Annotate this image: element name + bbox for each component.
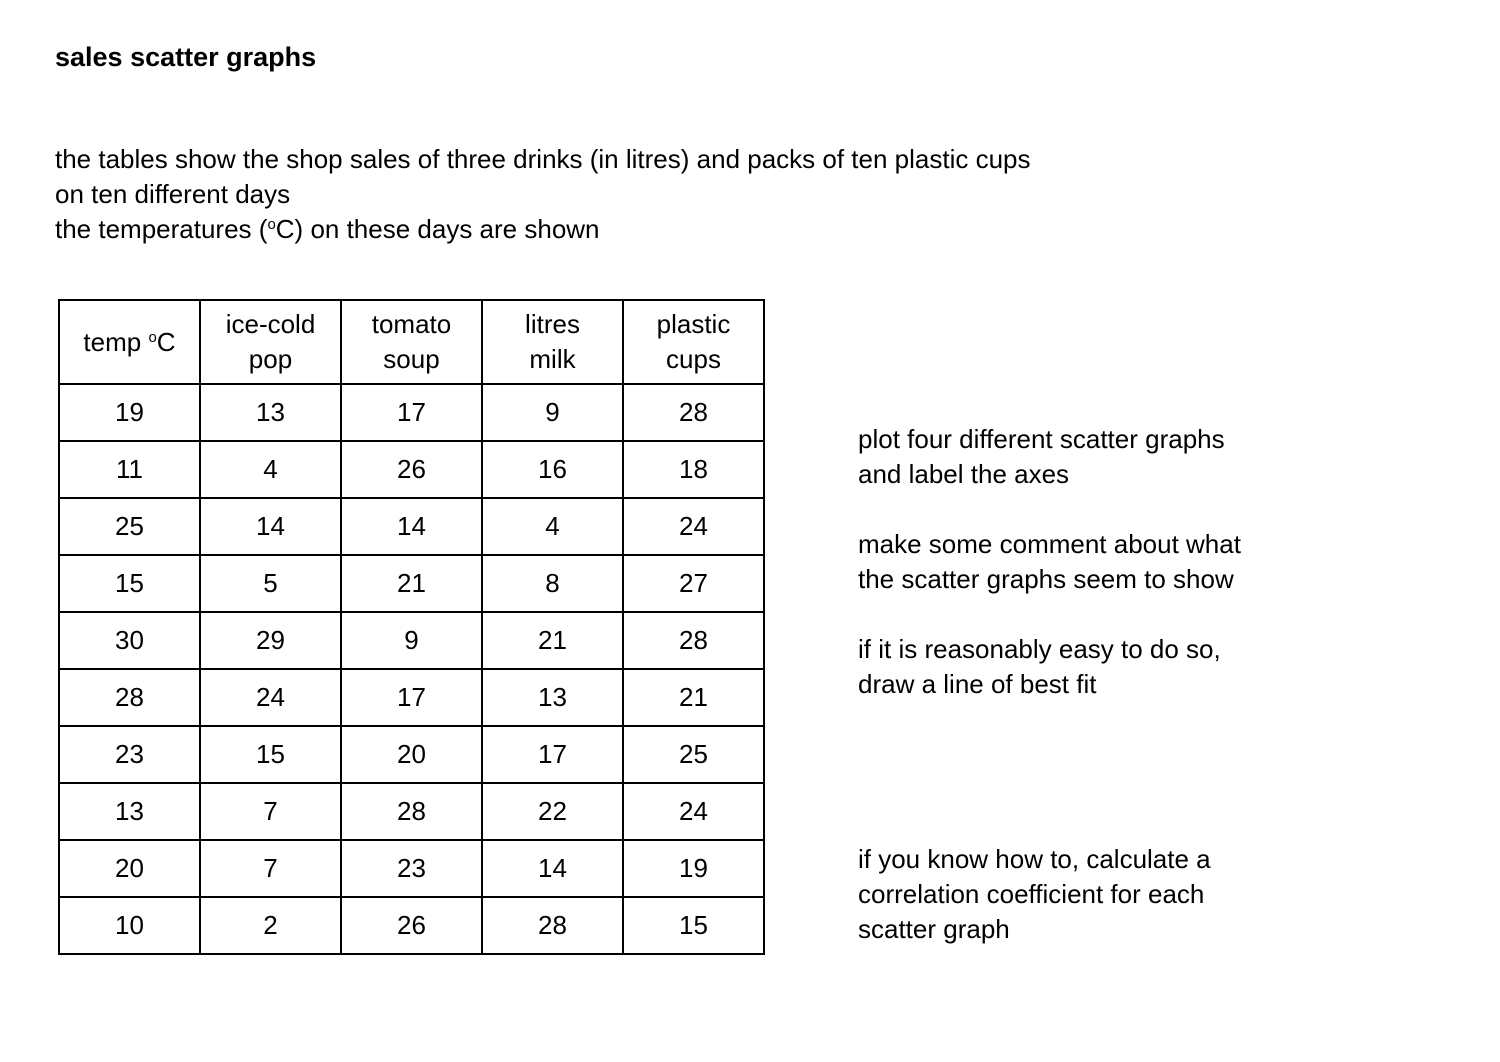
- intro-text: the tables show the shop sales of three …: [55, 142, 1031, 247]
- header-line2: pop: [248, 344, 293, 374]
- cell-temp: 13: [58, 782, 201, 841]
- cell-plastic-cups: 21: [622, 668, 765, 727]
- cell-temp: 30: [58, 611, 201, 670]
- cell-plastic-cups: 24: [622, 782, 765, 841]
- cell-tomato-soup: 14: [340, 497, 483, 556]
- cell-tomato-soup: 23: [340, 839, 483, 898]
- cell-litres-milk: 21: [481, 611, 624, 670]
- cell-ice-cold-pop: 4: [199, 440, 342, 499]
- cell-tomato-soup: 21: [340, 554, 483, 613]
- cell-plastic-cups: 18: [622, 440, 765, 499]
- cell-plastic-cups: 27: [622, 554, 765, 613]
- cell-temp: 23: [58, 725, 201, 784]
- instruction-line: correlation coefficient for each: [858, 879, 1205, 909]
- cell-ice-cold-pop: 7: [199, 839, 342, 898]
- sales-table: temp oC ice-cold pop tomato soup litres mil…: [58, 299, 765, 955]
- header-line2: soup: [383, 344, 440, 374]
- table-header-row: temp oC ice-cold pop tomato soup litres mil…: [58, 299, 765, 385]
- header-line1: tomato: [371, 309, 452, 339]
- cell-ice-cold-pop: 13: [199, 383, 342, 442]
- cell-temp: 19: [58, 383, 201, 442]
- instruction-line: plot four different scatter graphs: [858, 424, 1225, 454]
- cell-ice-cold-pop: 14: [199, 497, 342, 556]
- cell-ice-cold-pop: 2: [199, 896, 342, 955]
- cell-ice-cold-pop: 7: [199, 782, 342, 841]
- table-row: 25 14 14 4 24: [58, 497, 765, 556]
- instruction-line: the scatter graphs seem to show: [858, 564, 1234, 594]
- cell-litres-milk: 22: [481, 782, 624, 841]
- cell-litres-milk: 4: [481, 497, 624, 556]
- table-row: 30 29 9 21 28: [58, 611, 765, 670]
- cell-ice-cold-pop: 15: [199, 725, 342, 784]
- cell-litres-milk: 13: [481, 668, 624, 727]
- cell-plastic-cups: 28: [622, 383, 765, 442]
- header-line1: plastic: [656, 309, 731, 339]
- table-body: 19 13 17 9 28 11 4 26 16 18 25 14 14 4 24 15 5 21 8 27 30 29 9…: [58, 383, 765, 955]
- header-plastic-cups: plastic cups: [622, 299, 765, 385]
- instruction-correlation: if you know how to, calculate a correlat…: [858, 842, 1211, 947]
- instruction-line: make some comment about what: [858, 529, 1241, 559]
- intro-line-3-end: C) on these days are shown: [275, 214, 600, 244]
- cell-litres-milk: 17: [481, 725, 624, 784]
- cell-temp: 25: [58, 497, 201, 556]
- header-ice-cold-pop: ice-cold pop: [199, 299, 342, 385]
- intro-line-1: the tables show the shop sales of three …: [55, 144, 1031, 174]
- header-litres-milk: litres milk: [481, 299, 624, 385]
- instruction-plot: plot four different scatter graphs and l…: [858, 422, 1225, 492]
- table-row: 20 7 23 14 19: [58, 839, 765, 898]
- cell-litres-milk: 28: [481, 896, 624, 955]
- instruction-comment: make some comment about what the scatter…: [858, 527, 1241, 597]
- table-row: 11 4 26 16 18: [58, 440, 765, 499]
- degree-superscript: o: [267, 216, 276, 233]
- degree-superscript: o: [148, 328, 157, 346]
- cell-tomato-soup: 17: [340, 668, 483, 727]
- cell-litres-milk: 14: [481, 839, 624, 898]
- intro-line-3-start: the temperatures (: [55, 214, 268, 244]
- instruction-line: draw a line of best fit: [858, 669, 1097, 699]
- cell-temp: 10: [58, 896, 201, 955]
- header-tomato-soup: tomato soup: [340, 299, 483, 385]
- cell-tomato-soup: 17: [340, 383, 483, 442]
- cell-tomato-soup: 9: [340, 611, 483, 670]
- instruction-line: and label the axes: [858, 459, 1070, 489]
- cell-tomato-soup: 20: [340, 725, 483, 784]
- header-temp-line1: temp oC: [83, 326, 176, 357]
- cell-plastic-cups: 25: [622, 725, 765, 784]
- cell-ice-cold-pop: 29: [199, 611, 342, 670]
- intro-line-2: on ten different days: [55, 179, 291, 209]
- table-row: 28 24 17 13 21: [58, 668, 765, 727]
- cell-tomato-soup: 26: [340, 896, 483, 955]
- table-row: 13 7 28 22 24: [58, 782, 765, 841]
- cell-ice-cold-pop: 24: [199, 668, 342, 727]
- cell-litres-milk: 16: [481, 440, 624, 499]
- instruction-best-fit: if it is reasonably easy to do so, draw …: [858, 632, 1221, 702]
- cell-ice-cold-pop: 5: [199, 554, 342, 613]
- cell-temp: 11: [58, 440, 201, 499]
- instruction-line: if you know how to, calculate a: [858, 844, 1211, 874]
- instruction-line: if it is reasonably easy to do so,: [858, 634, 1221, 664]
- table-row: 10 2 26 28 15: [58, 896, 765, 955]
- header-line1: ice-cold: [225, 309, 316, 339]
- header-line1: litres: [525, 309, 580, 339]
- instruction-line: scatter graph: [858, 914, 1010, 944]
- cell-litres-milk: 8: [481, 554, 624, 613]
- table-row: 23 15 20 17 25: [58, 725, 765, 784]
- cell-temp: 20: [58, 839, 201, 898]
- cell-plastic-cups: 28: [622, 611, 765, 670]
- page-title: sales scatter graphs: [55, 42, 317, 72]
- cell-plastic-cups: 24: [622, 497, 765, 556]
- header-line2: cups: [666, 344, 721, 374]
- cell-temp: 28: [58, 668, 201, 727]
- cell-litres-milk: 9: [481, 383, 624, 442]
- intro-line-3: the temperatures (oC) on these days are …: [55, 212, 1031, 247]
- table-row: 19 13 17 9 28: [58, 383, 765, 442]
- cell-tomato-soup: 28: [340, 782, 483, 841]
- cell-tomato-soup: 26: [340, 440, 483, 499]
- table-row: 15 5 21 8 27: [58, 554, 765, 613]
- cell-plastic-cups: 19: [622, 839, 765, 898]
- header-line2: milk: [529, 344, 576, 374]
- header-temp: temp oC: [58, 299, 201, 385]
- cell-plastic-cups: 15: [622, 896, 765, 955]
- cell-temp: 15: [58, 554, 201, 613]
